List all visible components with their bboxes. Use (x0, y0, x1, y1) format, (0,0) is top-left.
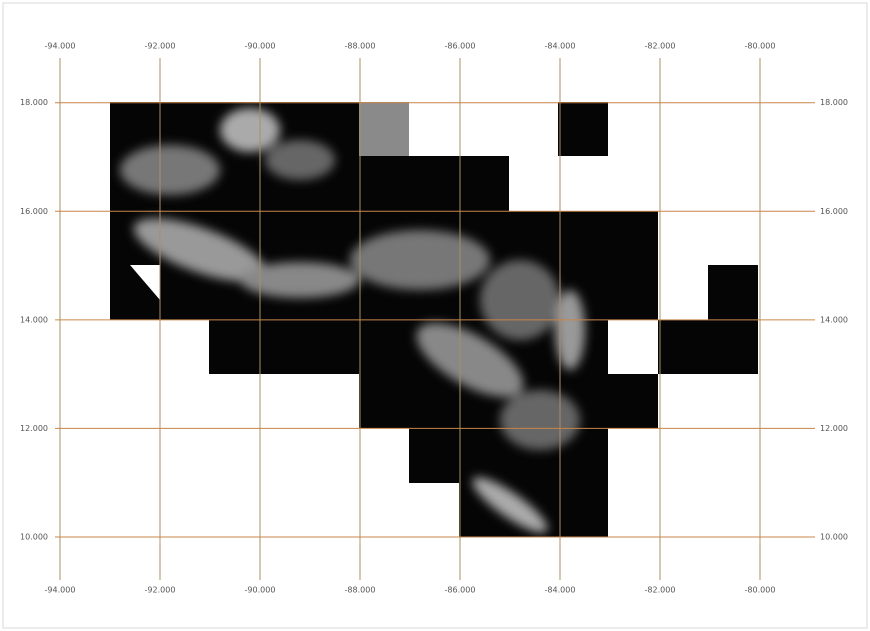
x-tick-label-top: -82.000 (645, 42, 676, 51)
y-tick-label-right: 16.000 (820, 207, 848, 216)
y-tick-label-right: 18.000 (820, 98, 848, 107)
x-tick-label-bottom: -92.000 (145, 586, 176, 595)
y-tick-label-left: 18.000 (20, 98, 48, 107)
x-tick-label-top: -86.000 (445, 42, 476, 51)
nodata-patch (130, 265, 160, 300)
x-tick-label-bottom: -86.000 (445, 586, 476, 595)
y-tick-label-right: 10.000 (820, 532, 848, 541)
x-tick-label-top: -90.000 (245, 42, 276, 51)
y-tick-label-left: 12.000 (20, 424, 48, 433)
y-tick-label-left: 16.000 (20, 207, 48, 216)
y-tick-label-right: 14.000 (820, 315, 848, 324)
x-tick-label-top: -84.000 (545, 42, 576, 51)
y-tick-label-left: 10.000 (20, 532, 48, 541)
x-tick-label-bottom: -94.000 (45, 586, 76, 595)
y-tick-label-right: 12.000 (820, 424, 848, 433)
x-tick-label-top: -94.000 (45, 42, 76, 51)
x-tick-label-top: -88.000 (345, 42, 376, 51)
x-tick-label-top: -80.000 (745, 42, 776, 51)
x-tick-label-bottom: -90.000 (245, 586, 276, 595)
x-tick-label-top: -92.000 (145, 42, 176, 51)
x-tick-label-bottom: -80.000 (745, 586, 776, 595)
x-tick-label-bottom: -84.000 (545, 586, 576, 595)
y-tick-label-left: 14.000 (20, 315, 48, 324)
x-tick-label-bottom: -82.000 (645, 586, 676, 595)
graticule: -94.000 -94.000 -92.000 -92.000 -90.000 -90.0… (20, 42, 848, 595)
x-tick-label-bottom: -88.000 (345, 586, 376, 595)
terrain-texture (120, 108, 585, 533)
